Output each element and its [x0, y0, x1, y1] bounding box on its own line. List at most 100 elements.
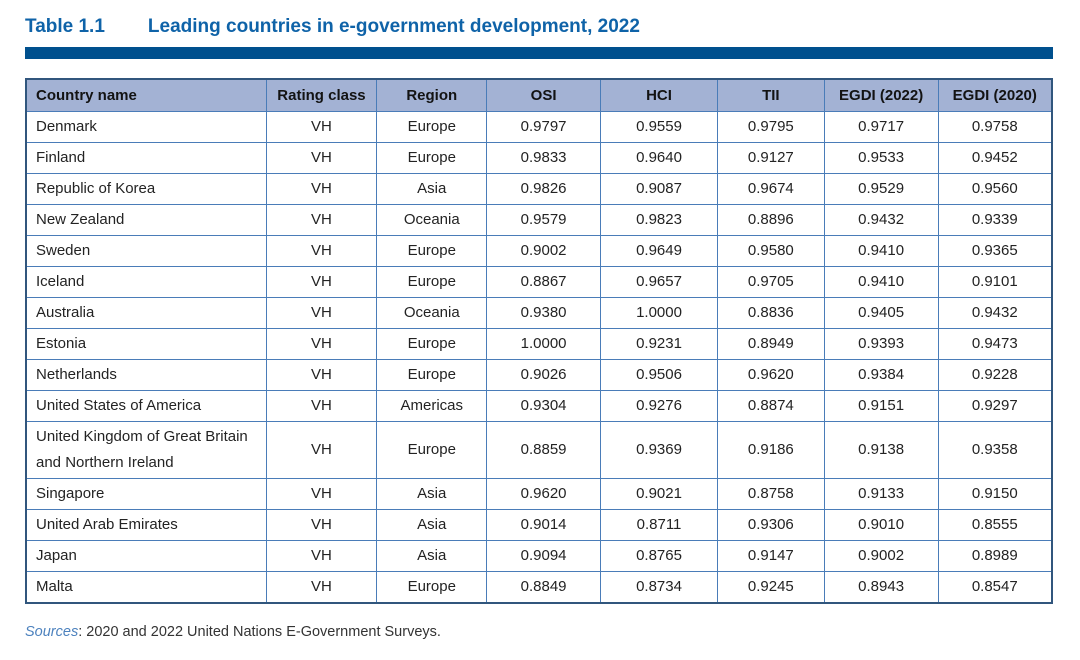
table-cell-egdi2022: 0.9010: [823, 508, 939, 541]
table-cell-hci: 0.9657: [600, 265, 718, 298]
column-header-region: Region: [376, 78, 488, 112]
table-cell-rating: VH: [265, 172, 378, 205]
table-cell-egdi2022: 0.9384: [823, 358, 939, 391]
table-row: Malta VH Europe 0.8849 0.8734 0.9245 0.8943 0.8…: [25, 570, 1053, 603]
table-caption: Leading countries in e-government develo…: [147, 16, 640, 37]
table-cell-egdi2022: 0.9410: [823, 265, 939, 298]
table-cell-rating: VH: [265, 327, 378, 360]
egov-table: Country name Rating class Region OSI HCI TII E…: [25, 78, 1053, 604]
table-cell-tii: 0.9674: [716, 172, 825, 205]
table-cell-egdi2020: 0.8989: [937, 539, 1053, 572]
table-cell-tii: 0.9245: [716, 570, 825, 603]
table-cell-hci: 0.9823: [600, 203, 718, 236]
table-cell-hci: 0.8711: [600, 508, 718, 541]
column-header-hci: HCI: [600, 78, 718, 112]
column-header-tii: TII: [716, 78, 825, 112]
divider-bar: [25, 47, 1053, 59]
table-cell-country: United States of America: [25, 389, 267, 422]
table-cell-egdi2020: 0.8555: [937, 508, 1053, 541]
table-cell-hci: 0.9506: [600, 358, 718, 391]
table-cell-tii: 0.9186: [716, 420, 825, 479]
table-cell-rating: VH: [265, 110, 378, 143]
table-cell-tii: 0.9580: [716, 234, 825, 267]
table-cell-country: Japan: [25, 539, 267, 572]
table-cell-hci: 0.9640: [600, 141, 718, 174]
table-cell-country: Denmark: [25, 110, 267, 143]
table-cell-osi: 0.9304: [486, 389, 602, 422]
table-cell-rating: VH: [265, 234, 378, 267]
table-cell-egdi2020: 0.9365: [937, 234, 1053, 267]
table-cell-country: Singapore: [25, 477, 267, 510]
table-cell-egdi2022: 0.8943: [823, 570, 939, 603]
table-cell-tii: 0.8758: [716, 477, 825, 510]
table-cell-egdi2022: 0.9405: [823, 296, 939, 329]
table-cell-osi: 0.9797: [486, 110, 602, 143]
table-cell-hci: 0.9021: [600, 477, 718, 510]
table-cell-rating: VH: [265, 508, 378, 541]
table-cell-hci: 0.9231: [600, 327, 718, 360]
table-cell-tii: 0.8896: [716, 203, 825, 236]
table-cell-egdi2022: 0.9432: [823, 203, 939, 236]
table-cell-osi: 0.9014: [486, 508, 602, 541]
table-cell-rating: VH: [265, 477, 378, 510]
table-cell-country: Netherlands: [25, 358, 267, 391]
table-cell-rating: VH: [265, 203, 378, 236]
table-cell-country: United Arab Emirates: [25, 508, 267, 541]
table-cell-egdi2020: 0.9560: [937, 172, 1053, 205]
table-title: Table 1.1 Leading countries in e-governm…: [25, 14, 1080, 40]
table-row: Australia VH Oceania 0.9380 1.0000 0.8836 0.94…: [25, 296, 1053, 329]
table-cell-egdi2020: 0.9150: [937, 477, 1053, 510]
table-cell-tii: 0.9147: [716, 539, 825, 572]
table-cell-rating: VH: [265, 358, 378, 391]
table-cell-osi: 0.8849: [486, 570, 602, 603]
table-cell-egdi2020: 0.9339: [937, 203, 1053, 236]
table-cell-country: New Zealand: [25, 203, 267, 236]
table-cell-country: Estonia: [25, 327, 267, 360]
table-row: Netherlands VH Europe 0.9026 0.9506 0.9620 0.9…: [25, 358, 1053, 391]
table-cell-region: Americas: [376, 389, 488, 422]
table-cell-rating: VH: [265, 389, 378, 422]
column-header-country: Country name: [25, 78, 267, 112]
table-cell-osi: 0.9026: [486, 358, 602, 391]
table-cell-tii: 0.9795: [716, 110, 825, 143]
table-cell-egdi2022: 0.9138: [823, 420, 939, 479]
table-cell-country: Iceland: [25, 265, 267, 298]
table-cell-egdi2022: 0.9410: [823, 234, 939, 267]
table-row: New Zealand VH Oceania 0.9579 0.9823 0.8896 0.…: [25, 203, 1053, 236]
table-cell-tii: 0.9620: [716, 358, 825, 391]
table-cell-egdi2020: 0.8547: [937, 570, 1053, 603]
table-cell-hci: 0.8734: [600, 570, 718, 603]
table-cell-rating: VH: [265, 420, 378, 479]
table-cell-egdi2022: 0.9393: [823, 327, 939, 360]
table-header-row: Country name Rating class Region OSI HCI TII E…: [25, 78, 1053, 112]
table-cell-tii: 0.9127: [716, 141, 825, 174]
table-cell-egdi2020: 0.9758: [937, 110, 1053, 143]
table-cell-hci: 0.9559: [600, 110, 718, 143]
table-row: United Kingdom of Great Britain and Nort…: [25, 420, 1053, 479]
sources-label: Sources: [25, 623, 79, 640]
table-cell-tii: 0.8949: [716, 327, 825, 360]
table-cell-region: Europe: [376, 358, 488, 391]
table-row: Republic of Korea VH Asia 0.9826 0.9087 0.967…: [25, 172, 1053, 205]
table-row: Finland VH Europe 0.9833 0.9640 0.9127 0.9533 0…: [25, 141, 1053, 174]
table-cell-osi: 0.9094: [486, 539, 602, 572]
table-cell-country: United Kingdom of Great Britain and Nort…: [25, 420, 267, 479]
table-cell-tii: 0.8836: [716, 296, 825, 329]
sources-text: : 2020 and 2022 United Nations E-Governm…: [78, 623, 441, 640]
table-cell-hci: 0.9087: [600, 172, 718, 205]
table-cell-hci: 1.0000: [600, 296, 718, 329]
table-cell-osi: 0.8867: [486, 265, 602, 298]
table-cell-region: Europe: [376, 570, 488, 603]
table-row: Singapore VH Asia 0.9620 0.9021 0.8758 0.9133 0…: [25, 477, 1053, 510]
column-header-osi: OSI: [486, 78, 602, 112]
table-cell-region: Europe: [376, 234, 488, 267]
table-row: United States of America VH Americas 0.9304…: [25, 389, 1053, 422]
table-cell-rating: VH: [265, 141, 378, 174]
table-cell-rating: VH: [265, 570, 378, 603]
table-row: Japan VH Asia 0.9094 0.8765 0.9147 0.9002 0.898…: [25, 539, 1053, 572]
table-cell-region: Oceania: [376, 296, 488, 329]
table-cell-rating: VH: [265, 296, 378, 329]
table-cell-egdi2020: 0.9297: [937, 389, 1053, 422]
table-cell-osi: 0.9002: [486, 234, 602, 267]
table-cell-region: Europe: [376, 141, 488, 174]
